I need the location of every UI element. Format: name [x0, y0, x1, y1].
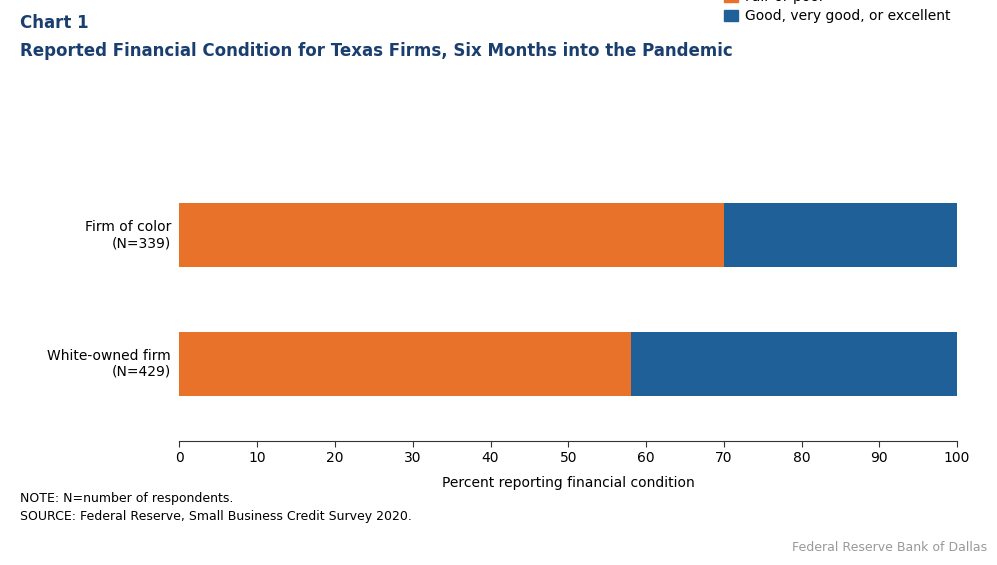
Text: Federal Reserve Bank of Dallas: Federal Reserve Bank of Dallas [792, 541, 987, 554]
Bar [179, 203, 724, 267]
X-axis label: Percent reporting financial condition: Percent reporting financial condition [442, 476, 695, 490]
Text: Reported Financial Condition for Texas Firms, Six Months into the Pandemic: Reported Financial Condition for Texas F… [20, 42, 733, 60]
Text: NOTE: N=number of respondents.
SOURCE: Federal Reserve, Small Business Credit Su: NOTE: N=number of respondents. SOURCE: F… [20, 492, 412, 523]
Bar [724, 203, 957, 267]
Bar [630, 332, 957, 395]
Legend: Fair or poor, Good, very good, or excellent: Fair or poor, Good, very good, or excell… [724, 0, 950, 23]
Bar [179, 332, 630, 395]
Text: Chart 1: Chart 1 [20, 14, 89, 32]
